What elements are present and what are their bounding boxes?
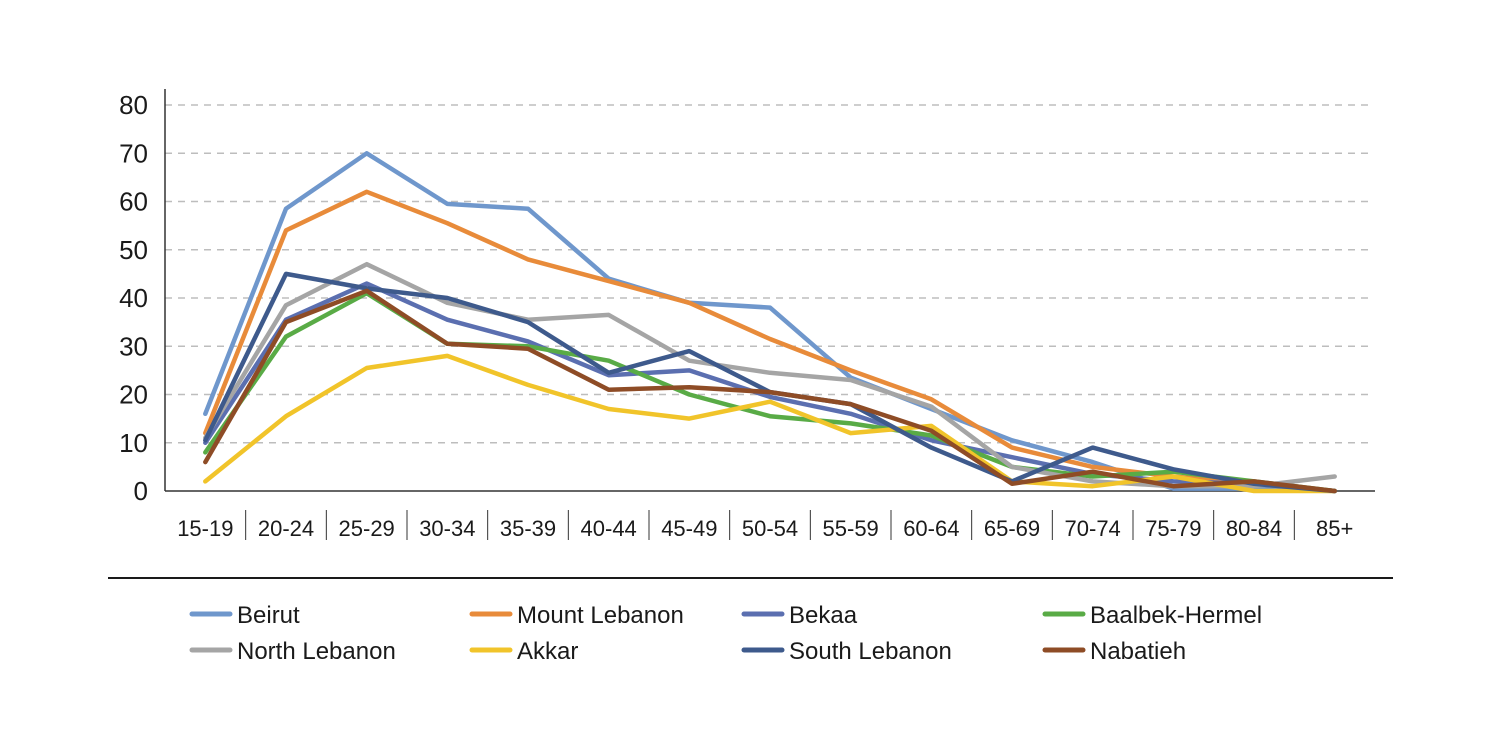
x-tick-labels: 15-19 20-24 25-29 30-34 35-39 40-44 45-49 50-54… <box>177 510 1353 541</box>
y-tick-label: 40 <box>119 283 148 313</box>
x-tick-label: 20-24 <box>258 516 314 541</box>
y-tick-label: 0 <box>134 476 148 506</box>
legend-label-bekaa: Bekaa <box>789 602 858 629</box>
x-tick-label: 30-34 <box>419 516 475 541</box>
legend-label-nabatieh: Nabatieh <box>1090 638 1186 665</box>
legend-label-beirut: Beirut <box>237 602 300 629</box>
x-tick-label: 40-44 <box>581 516 637 541</box>
x-tick-label: 70-74 <box>1065 516 1121 541</box>
y-tick-label: 80 <box>119 90 148 120</box>
x-tick-label: 60-64 <box>903 516 959 541</box>
x-tick-label: 45-49 <box>661 516 717 541</box>
x-tick-label: 75-79 <box>1145 516 1201 541</box>
y-tick-label: 30 <box>119 331 148 361</box>
series-line-nabatieh <box>203 288 1337 494</box>
x-tick-label: 15-19 <box>177 516 233 541</box>
y-tick-label: 10 <box>119 428 148 458</box>
x-tick-label: 55-59 <box>823 516 879 541</box>
y-tick-label: 70 <box>119 138 148 168</box>
legend: Beirut Mount Lebanon Bekaa Baalbek-Hermel No… <box>189 602 1262 665</box>
series-line-north-lebanon <box>203 261 1337 489</box>
axes <box>164 89 1375 492</box>
x-tick-label: 25-29 <box>339 516 395 541</box>
legend-label-baalbek-hermel: Baalbek-Hermel <box>1090 602 1262 629</box>
y-tick-label: 20 <box>119 380 148 410</box>
series-lines <box>203 151 1337 494</box>
y-tick-label: 60 <box>119 187 148 217</box>
x-tick-label: 85+ <box>1316 516 1353 541</box>
series-line-beirut <box>203 151 1337 494</box>
y-tick-label: 50 <box>119 235 148 265</box>
y-tick-labels: 0 10 20 30 40 50 60 70 80 <box>119 90 148 506</box>
x-tick-label: 80-84 <box>1226 516 1282 541</box>
legend-label-mount-lebanon: Mount Lebanon <box>517 602 684 629</box>
x-tick-label: 35-39 <box>500 516 556 541</box>
legend-label-north-lebanon: North Lebanon <box>237 638 396 665</box>
series-line-bekaa <box>203 281 1337 494</box>
legend-label-akkar: Akkar <box>517 638 578 665</box>
x-tick-label: 50-54 <box>742 516 798 541</box>
legend-label-south-lebanon: South Lebanon <box>789 638 952 665</box>
series-line-mount-lebanon <box>203 189 1337 494</box>
x-tick-label: 65-69 <box>984 516 1040 541</box>
